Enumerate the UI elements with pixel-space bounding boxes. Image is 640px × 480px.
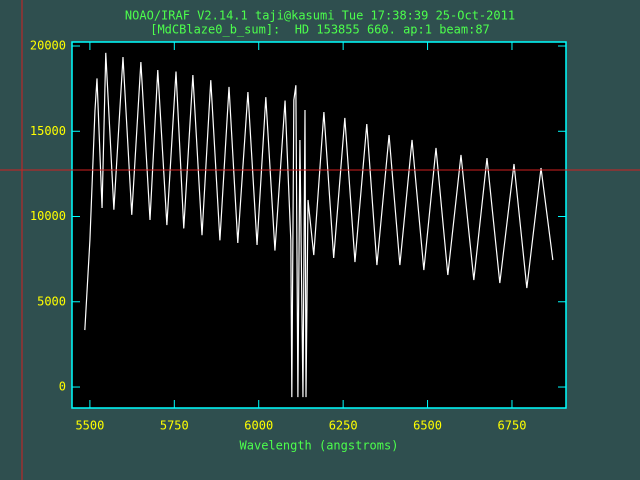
x-axis-label: Wavelength (angstroms) bbox=[240, 439, 399, 453]
x-tick-label: 6750 bbox=[498, 419, 527, 433]
x-tick-label: 6250 bbox=[329, 419, 358, 433]
plot: 5500 5750 6000 6250 6500 6750 0 5000 10000 15000 2… bbox=[30, 39, 566, 433]
plot-frame bbox=[71, 41, 567, 409]
x-tick-label: 5500 bbox=[75, 419, 104, 433]
y-tick-label: 5000 bbox=[37, 294, 66, 308]
y-tick-label: 20000 bbox=[30, 39, 66, 53]
subtitle: [MdCBlaze0_b_sum]: HD 153855 660. ap:1 b… bbox=[150, 23, 490, 37]
x-tick-label: 6000 bbox=[244, 419, 273, 433]
title: NOAO/IRAF V2.14.1 taji@kasumi Tue 17:38:… bbox=[125, 9, 515, 23]
y-tick-label: 10000 bbox=[30, 209, 66, 223]
y-tick-label: 15000 bbox=[30, 124, 66, 138]
spectrum-line bbox=[84, 52, 554, 398]
x-tick-label: 5750 bbox=[160, 419, 189, 433]
x-tick-label: 6500 bbox=[413, 419, 442, 433]
y-tick-label: 0 bbox=[59, 380, 66, 394]
